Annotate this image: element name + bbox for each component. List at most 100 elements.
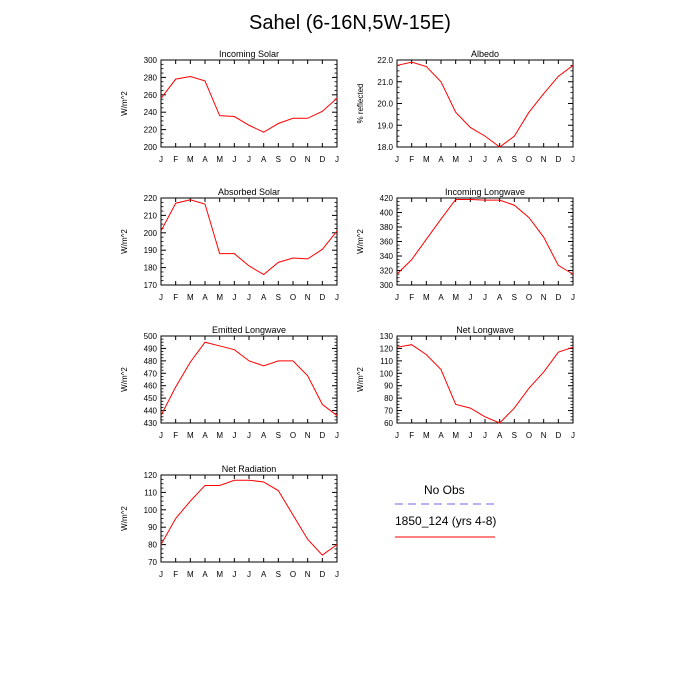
x-tick-label-0-4: M <box>216 155 223 164</box>
x-tick-label-2-11: D <box>319 293 325 302</box>
y-tick-label-6-0: 70 <box>148 558 157 567</box>
y-tick-label-5-4: 100 <box>380 369 394 378</box>
x-tick-label-3-3: A <box>438 293 444 302</box>
x-tick-label-0-0: J <box>159 155 163 164</box>
y-axis-label-5: W/m^2 <box>356 367 365 392</box>
x-tick-label-1-4: M <box>452 155 459 164</box>
x-tick-label-2-6: J <box>247 293 251 302</box>
y-axis-label-0: W/m^2 <box>120 91 129 116</box>
x-tick-label-5-11: D <box>555 431 561 440</box>
x-tick-label-5-6: J <box>483 431 487 440</box>
x-tick-label-2-3: A <box>202 293 208 302</box>
x-tick-label-0-6: J <box>247 155 251 164</box>
x-tick-label-3-4: M <box>452 293 459 302</box>
x-tick-label-4-10: N <box>305 431 311 440</box>
y-tick-label-3-2: 340 <box>380 252 394 261</box>
plot-frame-4 <box>160 335 338 424</box>
x-tick-label-4-5: J <box>232 431 236 440</box>
page-title: Sahel (6-16N,5W-15E) <box>249 12 451 34</box>
panel-title-4: Emitted Longwave <box>212 325 286 335</box>
x-tick-label-1-8: S <box>512 155 517 164</box>
y-tick-label-6-1: 80 <box>148 541 157 550</box>
y-tick-label-2-2: 190 <box>144 246 158 255</box>
y-tick-label-2-1: 180 <box>144 264 158 273</box>
x-tick-label-5-8: S <box>512 431 517 440</box>
y-tick-label-5-5: 110 <box>380 357 393 366</box>
y-axis-label-3: W/m^2 <box>356 229 365 254</box>
y-tick-label-3-4: 380 <box>380 223 394 232</box>
plot-frame-6 <box>160 474 338 563</box>
x-tick-label-1-1: F <box>409 155 414 164</box>
plot-frame-2 <box>160 197 338 286</box>
x-tick-label-0-5: J <box>232 155 236 164</box>
y-tick-label-1-2: 20.0 <box>377 100 393 109</box>
x-tick-label-4-8: S <box>276 431 281 440</box>
x-tick-label-3-5: J <box>468 293 472 302</box>
y-tick-label-4-5: 480 <box>144 357 158 366</box>
x-tick-label-0-1: F <box>173 155 178 164</box>
x-tick-label-3-10: N <box>541 293 547 302</box>
series-line-3-0 <box>396 198 574 275</box>
y-axis-label-6: W/m^2 <box>120 506 129 531</box>
y-tick-label-0-5: 300 <box>144 56 158 65</box>
series-line-5-0 <box>396 344 574 424</box>
x-tick-label-1-9: O <box>526 155 532 164</box>
y-tick-label-4-4: 470 <box>144 369 158 378</box>
x-tick-label-3-0: J <box>395 293 399 302</box>
plot-frame-5 <box>396 335 574 424</box>
x-tick-label-6-7: A <box>261 570 267 579</box>
x-tick-label-3-11: D <box>555 293 561 302</box>
x-tick-label-3-8: S <box>512 293 517 302</box>
x-tick-label-6-11: D <box>319 570 325 579</box>
x-tick-label-4-4: M <box>216 431 223 440</box>
panel-title-3: Incoming Longwave <box>445 187 525 197</box>
y-tick-label-1-0: 18.0 <box>377 143 393 152</box>
y-tick-label-6-3: 100 <box>144 506 158 515</box>
x-tick-label-6-2: M <box>187 570 194 579</box>
x-tick-label-6-0: J <box>159 570 163 579</box>
x-tick-label-2-0: J <box>159 293 163 302</box>
y-tick-label-0-1: 220 <box>144 126 158 135</box>
x-tick-label-5-5: J <box>468 431 472 440</box>
y-tick-label-6-4: 110 <box>144 488 157 497</box>
x-tick-label-6-10: N <box>305 570 311 579</box>
x-tick-label-1-3: A <box>438 155 444 164</box>
series-line-1-0 <box>396 61 574 148</box>
y-tick-label-4-7: 500 <box>144 332 158 341</box>
x-tick-label-6-5: J <box>232 570 236 579</box>
x-tick-label-4-9: O <box>290 431 296 440</box>
series-line-4-0 <box>160 341 338 416</box>
x-tick-label-0-12: J <box>335 155 339 164</box>
y-tick-label-2-4: 210 <box>144 211 158 220</box>
series-line-2-0 <box>160 199 338 276</box>
y-tick-label-2-3: 200 <box>144 229 158 238</box>
y-tick-label-6-2: 90 <box>148 523 157 532</box>
y-axis-label-2: W/m^2 <box>120 229 129 254</box>
x-tick-label-0-7: A <box>261 155 267 164</box>
x-tick-label-1-6: J <box>483 155 487 164</box>
x-tick-label-5-10: N <box>541 431 547 440</box>
x-tick-label-4-1: F <box>173 431 178 440</box>
x-tick-label-2-7: A <box>261 293 267 302</box>
x-tick-label-3-6: J <box>483 293 487 302</box>
y-tick-label-0-2: 240 <box>144 108 158 117</box>
x-tick-label-5-2: M <box>423 431 430 440</box>
x-tick-label-4-2: M <box>187 431 194 440</box>
x-tick-label-6-1: F <box>173 570 178 579</box>
x-tick-label-5-0: J <box>395 431 399 440</box>
x-tick-label-6-3: A <box>202 570 208 579</box>
y-tick-label-1-4: 22.0 <box>377 56 393 65</box>
x-tick-label-0-9: O <box>290 155 296 164</box>
x-tick-label-6-4: M <box>216 570 223 579</box>
x-tick-label-0-3: A <box>202 155 208 164</box>
x-tick-label-0-2: M <box>187 155 194 164</box>
y-tick-label-3-3: 360 <box>380 238 394 247</box>
y-tick-label-3-1: 320 <box>380 267 394 276</box>
y-tick-label-3-0: 300 <box>380 281 394 290</box>
x-tick-label-3-12: J <box>571 293 575 302</box>
y-axis-label-4: W/m^2 <box>120 367 129 392</box>
x-tick-label-0-10: N <box>305 155 311 164</box>
x-tick-label-4-11: D <box>319 431 325 440</box>
y-tick-label-4-0: 430 <box>144 419 158 428</box>
x-tick-label-5-7: A <box>497 431 503 440</box>
